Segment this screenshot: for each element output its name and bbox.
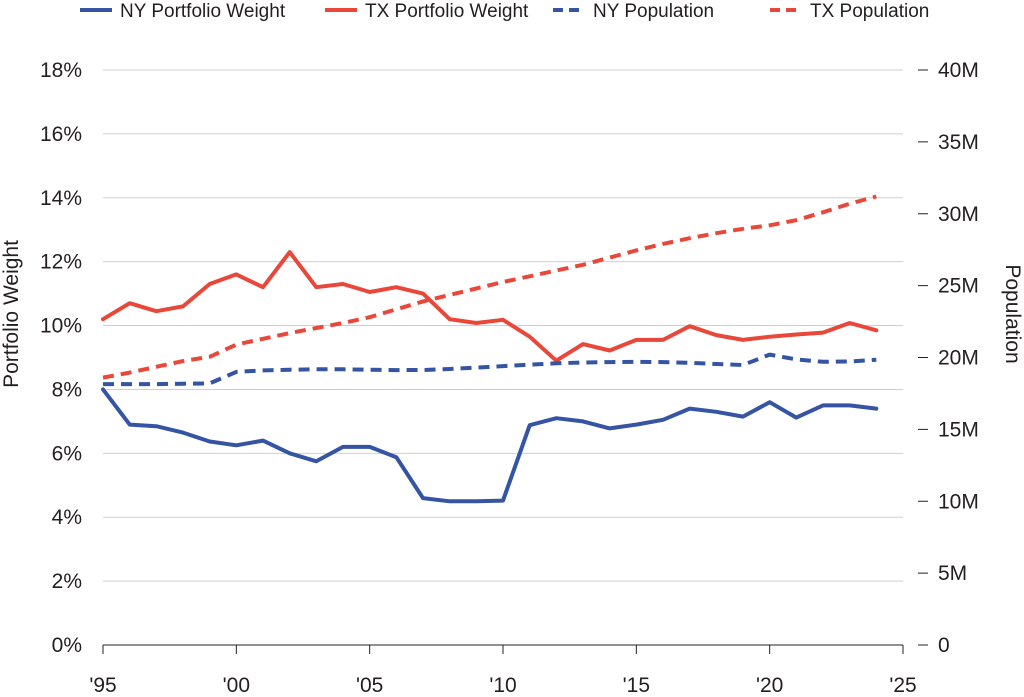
y-left-tick-label: 18% [40,59,82,82]
y-right-tick-label: 5M [938,562,967,585]
series-line-ny-population [103,352,877,387]
y-axis-right-title: Population [1001,264,1024,363]
y-left-tick-label: 10% [40,315,82,338]
y-axis-left-title: Portfolio Weight [0,240,23,388]
x-tick-label: '20 [756,674,783,697]
x-tick-label: '05 [356,674,383,697]
x-tick-label: '25 [889,674,916,697]
y-left-tick-label: 2% [52,570,82,593]
y-left-tick-label: 0% [52,634,82,657]
y-right-tick-label: 10M [938,490,979,513]
x-tick-label: '00 [223,674,250,697]
legend: NY Portfolio Weight TX Portfolio Weight NY… [80,1,929,22]
y-right-tick-label: 30M [938,203,979,226]
y-right-tick-label: 25M [938,275,979,298]
legend-item: NY Portfolio Weight [80,1,286,22]
series-lines [101,194,879,504]
x-tick-label: '95 [89,674,116,697]
y-left-tick-label: 6% [52,442,82,465]
y-right-tick-label: 0 [938,634,950,657]
x-tick-label: '15 [623,674,650,697]
series-line-ny-portfolio-weight [101,387,879,504]
legend-label: TX Portfolio Weight [365,1,529,22]
series-line-tx-portfolio-weight [101,250,879,363]
legend-item: NY Population [553,1,714,22]
legend-label: TX Population [810,1,929,22]
x-tick-label: '10 [489,674,516,697]
series-line-tx-population [102,194,877,380]
legend-item: TX Population [770,1,929,22]
y-left-tick-label: 8% [52,378,82,401]
legend-item: TX Portfolio Weight [325,1,529,22]
y-left-tick-label: 16% [40,123,82,146]
y-right-tick-label: 35M [938,131,979,154]
y-left-tick-label: 4% [52,506,82,529]
y-right-tick-label: 20M [938,347,979,370]
legend-label: NY Portfolio Weight [120,1,286,22]
y-left-tick-label: 12% [40,251,82,274]
grid-lines [103,69,903,582]
legend-label: NY Population [593,1,714,22]
y-left-tick-label: 14% [40,187,82,210]
y-right-tick-label: 40M [938,59,979,82]
axes: 0% 2% 4% 6% 8% 10% 12% 14% 16% 18% 0 5M 10M 15M 20M 25M… [40,59,979,697]
y-right-tick-label: 15M [938,418,979,441]
